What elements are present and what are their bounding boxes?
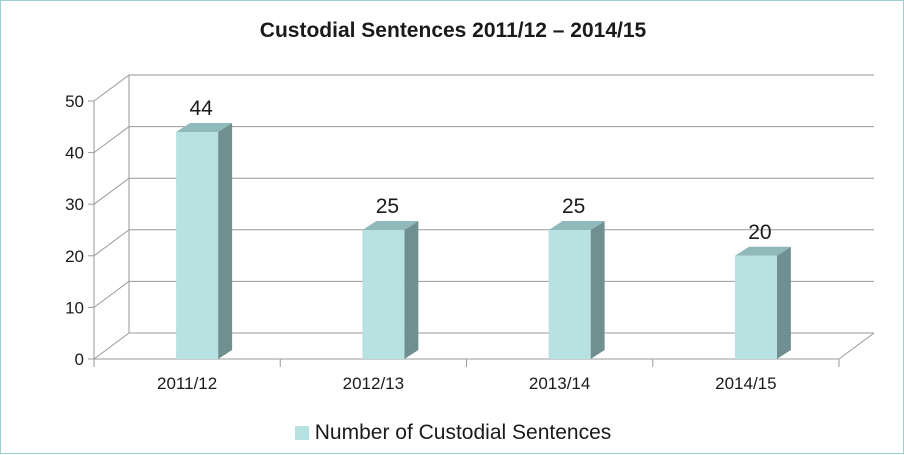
x-tick-label: 2012/13 [343,374,404,393]
y-tick-label: 40 [65,144,84,163]
y-tick-label: 20 [65,247,84,266]
bar-front [362,230,405,359]
bar [734,246,791,359]
legend: Number of Custodial Sentences [1,421,904,445]
bars [176,122,791,360]
y-tick-label: 30 [65,195,84,214]
gridline-diagonal [93,280,130,308]
data-label: 25 [376,195,399,218]
legend-swatch [294,426,309,440]
chart-title: Custodial Sentences 2011/12 – 2014/15 [259,19,647,42]
bar-top [362,221,419,230]
data-label: 20 [748,221,771,244]
data-label: 44 [189,97,213,120]
gridline-diagonal [93,177,130,205]
bar-front [734,255,777,359]
y-tick-label: 50 [65,92,84,111]
bar [362,221,419,359]
bar-top [734,246,791,256]
x-tick-label: 2011/12 [157,374,217,393]
bar-side [776,246,791,359]
floor-right-edge [838,332,875,360]
bar-side [404,221,419,359]
bar-side [590,221,605,359]
bar-top [548,221,605,230]
gridline-diagonal [93,126,130,154]
bar-front [548,230,591,359]
bar-front [176,131,219,359]
gridline-diagonal [93,229,130,257]
labels: 0 10 20 30 40 50 44 2011/12 25 2012/13 25 2013/14 20… [65,92,777,393]
data-label: 25 [562,195,585,218]
bar-top [176,122,233,132]
bar [176,122,233,360]
axes [88,75,840,367]
bar-side [218,122,233,360]
gridline-diagonal [93,332,130,360]
y-tick-label: 10 [65,298,84,317]
y-tick-label: 0 [75,350,84,369]
legend-label: Number of Custodial Sentences [314,421,612,444]
gridline-diagonal [93,74,130,102]
x-tick-label: 2013/14 [529,374,590,393]
x-tick-label: 2014/15 [715,374,776,393]
gridlines [93,74,875,360]
bar [548,221,605,359]
